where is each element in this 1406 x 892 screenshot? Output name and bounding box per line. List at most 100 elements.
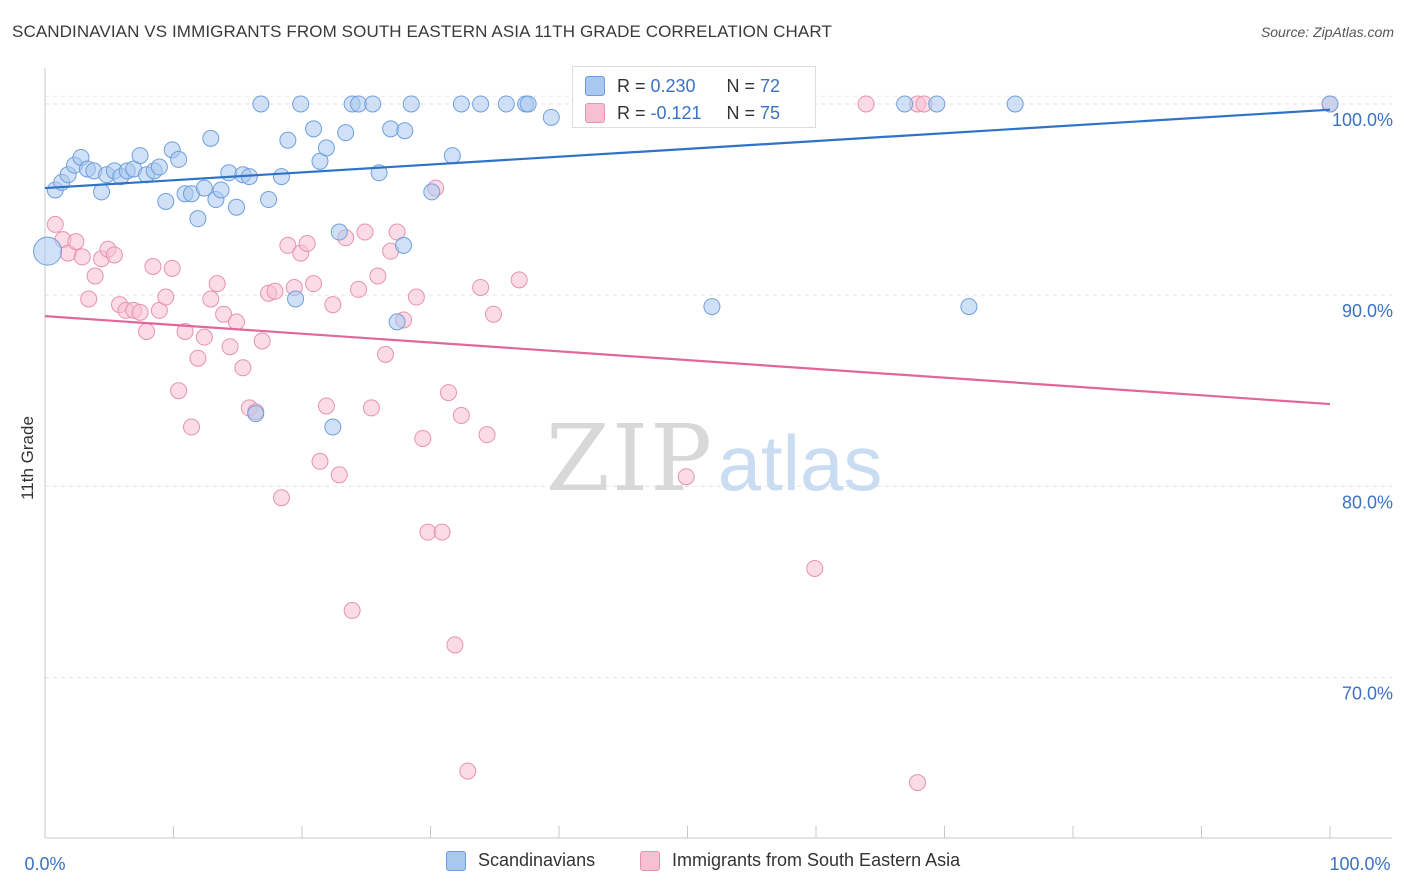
point-scandinavians bbox=[497, 95, 515, 113]
point-scandinavians bbox=[252, 95, 270, 113]
legend-swatch-blue bbox=[446, 850, 466, 871]
point-immigrants bbox=[105, 246, 123, 264]
stats-n-label: N = bbox=[726, 75, 761, 96]
tick-labels: 70.0% 80.0% 90.0% 100.0% 0.0% 100.0% bbox=[24, 110, 1393, 874]
stats-row-immigrants: R = -0.121 N = 75 bbox=[585, 100, 780, 126]
point-immigrants bbox=[73, 248, 91, 266]
point-immigrants bbox=[407, 288, 425, 306]
point-immigrants bbox=[510, 271, 528, 289]
x-tick-label-min: 0.0% bbox=[24, 854, 65, 874]
point-immigrants bbox=[80, 290, 98, 308]
point-scandinavians bbox=[131, 147, 149, 165]
stats-n-label: N = bbox=[726, 102, 761, 123]
point-immigrants bbox=[343, 602, 361, 620]
point-immigrants bbox=[369, 267, 387, 285]
legend-label-immigrants: Immigrants from South Eastern Asia bbox=[672, 850, 961, 870]
point-scandinavians bbox=[272, 168, 290, 186]
point-immigrants bbox=[806, 559, 824, 577]
point-immigrants bbox=[324, 296, 342, 314]
point-scandinavians bbox=[928, 95, 946, 113]
point-scandinavians bbox=[388, 313, 406, 331]
legend-swatch-pink bbox=[640, 850, 660, 871]
stats-r-value: -0.121 bbox=[650, 102, 702, 123]
point-immigrants bbox=[472, 278, 490, 296]
point-immigrants bbox=[221, 338, 239, 356]
series-legend: Scandinavians Immigrants from South East… bbox=[0, 850, 1406, 878]
point-immigrants bbox=[163, 259, 181, 277]
trendline-immigrants bbox=[44, 315, 1331, 406]
point-scandinavians bbox=[364, 95, 382, 113]
point-immigrants bbox=[208, 275, 226, 293]
point-scandinavians bbox=[443, 147, 461, 165]
point-immigrants bbox=[170, 382, 188, 400]
point-scandinavians bbox=[423, 183, 441, 201]
point-immigrants bbox=[478, 426, 496, 444]
y-axis-label: 11th Grade bbox=[18, 416, 37, 500]
point-immigrants bbox=[350, 280, 368, 298]
point-scandinavians bbox=[287, 290, 305, 308]
point-scandinavians bbox=[472, 95, 490, 113]
point-immigrants bbox=[362, 399, 380, 417]
stats-r-value: 0.230 bbox=[650, 75, 696, 96]
point-scandinavians bbox=[292, 95, 310, 113]
stats-legend: R = 0.230 N = 72 R = -0.121 N = 75 bbox=[572, 66, 816, 128]
point-scandinavians bbox=[170, 150, 188, 168]
point-scandinavians bbox=[195, 179, 213, 197]
point-immigrants bbox=[272, 489, 290, 507]
stats-swatch-blue bbox=[585, 76, 605, 96]
axes bbox=[44, 68, 1392, 839]
point-immigrants bbox=[144, 257, 162, 275]
point-immigrants bbox=[446, 636, 464, 654]
point-scandinavians bbox=[896, 95, 914, 113]
point-scandinavians bbox=[395, 236, 413, 254]
point-immigrants bbox=[330, 466, 348, 484]
point-immigrants bbox=[298, 235, 316, 253]
stats-r-label: R = bbox=[617, 75, 651, 96]
point-immigrants bbox=[157, 288, 175, 306]
point-scandinavians bbox=[396, 122, 414, 140]
chart-title: SCANDINAVIAN VS IMMIGRANTS FROM SOUTH EA… bbox=[12, 22, 832, 41]
point-immigrants bbox=[189, 349, 207, 367]
point-scandinavians bbox=[350, 95, 368, 113]
point-scandinavians bbox=[1006, 95, 1024, 113]
point-immigrants bbox=[677, 468, 695, 486]
point-immigrants bbox=[202, 290, 220, 308]
stats-swatch-pink bbox=[585, 103, 605, 123]
point-scandinavians bbox=[305, 120, 323, 138]
point-immigrants bbox=[414, 429, 432, 447]
stats-n-value: 72 bbox=[760, 75, 781, 96]
point-scandinavians bbox=[330, 223, 348, 241]
point-scandinavians bbox=[93, 183, 111, 201]
point-immigrants bbox=[138, 322, 156, 340]
x-tick-label-max: 100.0% bbox=[1329, 854, 1390, 874]
point-immigrants bbox=[195, 328, 213, 346]
point-immigrants bbox=[433, 523, 451, 541]
point-immigrants bbox=[356, 223, 374, 241]
stats-row-scandinavians: R = 0.230 N = 72 bbox=[585, 73, 780, 99]
point-immigrants bbox=[266, 282, 284, 300]
point-scandinavians bbox=[382, 120, 400, 138]
source-note: Source: ZipAtlas.com bbox=[1260, 24, 1394, 40]
point-scandinavians bbox=[960, 298, 978, 316]
series-immigrants-points bbox=[46, 95, 1339, 792]
point-immigrants bbox=[305, 275, 323, 293]
point-immigrants bbox=[909, 774, 927, 792]
point-scandinavians bbox=[212, 181, 230, 199]
point-scandinavians bbox=[519, 95, 537, 113]
stats-r-label: R = bbox=[617, 102, 651, 123]
watermark: ZIP atlas bbox=[546, 405, 882, 512]
point-immigrants bbox=[227, 313, 245, 331]
legend-item-immigrants[interactable]: Immigrants from South Eastern Asia bbox=[640, 850, 960, 871]
point-scandinavians bbox=[402, 95, 420, 113]
legend-item-scandinavians[interactable]: Scandinavians bbox=[446, 850, 595, 871]
point-immigrants bbox=[452, 407, 470, 425]
point-immigrants bbox=[419, 523, 437, 541]
point-immigrants bbox=[857, 95, 875, 113]
y-tick-label: 100.0% bbox=[1332, 110, 1393, 130]
point-immigrants bbox=[182, 418, 200, 436]
point-scandinavians bbox=[227, 198, 245, 216]
y-tick-label: 80.0% bbox=[1342, 492, 1393, 512]
point-scandinavians bbox=[157, 192, 175, 210]
series-scandinavians-points bbox=[33, 95, 1339, 436]
